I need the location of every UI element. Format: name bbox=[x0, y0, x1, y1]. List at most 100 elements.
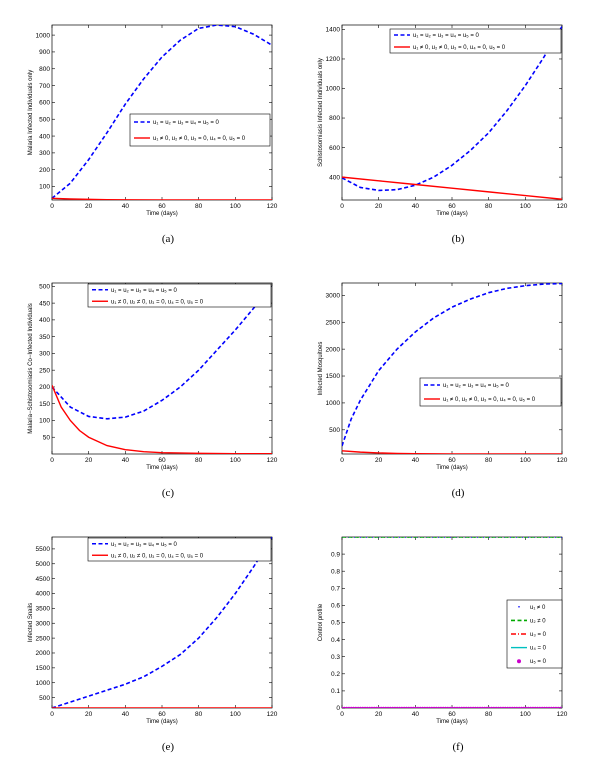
x-tick-label: 40 bbox=[412, 203, 420, 210]
legend-marker-1 bbox=[518, 606, 520, 608]
x-tick-label: 120 bbox=[557, 711, 568, 718]
x-tick-label: 80 bbox=[485, 203, 493, 210]
y-tick-label: 4000 bbox=[36, 591, 51, 598]
y-tick-label: 200 bbox=[39, 384, 50, 391]
legend-box bbox=[419, 377, 562, 407]
y-tick-label: 2000 bbox=[326, 346, 341, 353]
x-tick-label: 100 bbox=[520, 457, 531, 464]
x-tick-label: 60 bbox=[448, 457, 456, 464]
legend: u₁ ≠ 0 u₂ ≠ 0 u₃ = 0 u₄ = 0 u₅ = 0 bbox=[506, 599, 563, 669]
y-tick-label: 400 bbox=[39, 317, 50, 324]
y-tick-label: 400 bbox=[329, 174, 340, 181]
x-axis-label: Time (days) bbox=[436, 719, 467, 725]
x-tick-label: 20 bbox=[85, 457, 93, 464]
x-tick-label: 80 bbox=[195, 203, 203, 210]
x-tick-label: 120 bbox=[267, 711, 278, 718]
x-tick-label: 100 bbox=[230, 457, 241, 464]
legend-entry-4: u₄ = 0 bbox=[530, 646, 547, 652]
y-tick-label: 600 bbox=[329, 145, 340, 152]
y-tick-label: 800 bbox=[39, 66, 50, 73]
x-tick-label: 100 bbox=[230, 711, 241, 718]
series-line-1 bbox=[52, 284, 272, 420]
x-axis-label: Time (days) bbox=[436, 465, 467, 471]
x-tick-label: 20 bbox=[375, 203, 383, 210]
y-tick-label: 400 bbox=[39, 133, 50, 140]
legend: u₁ = u₂ = u₃ = u₄ = u₅ = 0 u₁ ≠ 0, u₂ ≠ 0… bbox=[87, 283, 272, 308]
legend-box bbox=[129, 113, 271, 147]
y-tick-label: 2000 bbox=[36, 650, 51, 657]
legend-box bbox=[389, 28, 562, 54]
legend-box bbox=[506, 599, 563, 669]
x-tick-label: 80 bbox=[195, 711, 203, 718]
y-tick-label: 0.5 bbox=[331, 620, 340, 627]
legend-marker-5 bbox=[517, 659, 521, 664]
x-tick-label: 100 bbox=[520, 203, 531, 210]
y-tick-label: 250 bbox=[39, 367, 50, 374]
y-tick-label: 1000 bbox=[36, 32, 51, 39]
legend-entry-2: u₂ ≠ 0 bbox=[530, 618, 546, 624]
panel-caption: (a) bbox=[162, 233, 175, 245]
x-tick-label: 20 bbox=[85, 711, 93, 718]
series-line-2 bbox=[52, 197, 272, 200]
y-tick-label: 150 bbox=[39, 401, 50, 408]
panel-caption: (b) bbox=[452, 233, 465, 245]
y-axis-label: Infected Mosquitoes bbox=[318, 342, 324, 396]
y-tick-label: 600 bbox=[39, 100, 50, 107]
panel-caption: (f) bbox=[453, 741, 464, 753]
legend-entry-1: u₁ = u₂ = u₃ = u₄ = u₅ = 0 bbox=[111, 288, 178, 294]
y-tick-label: 0.2 bbox=[331, 671, 340, 678]
y-tick-label: 500 bbox=[39, 116, 50, 123]
y-tick-label: 300 bbox=[39, 351, 50, 358]
legend-entry-2: u₁ ≠ 0, u₂ ≠ 0, u₃ = 0, u₄ = 0, u₅ = 0 bbox=[443, 397, 536, 403]
x-tick-label: 80 bbox=[485, 711, 493, 718]
x-tick-label: 60 bbox=[448, 711, 456, 718]
y-tick-label: 500 bbox=[39, 695, 50, 702]
panel-caption: (e) bbox=[162, 741, 175, 753]
y-tick-label: 3000 bbox=[326, 293, 341, 300]
y-axis-label: Control profile bbox=[318, 603, 324, 641]
x-tick-label: 0 bbox=[50, 711, 54, 718]
x-tick-label: 80 bbox=[485, 457, 493, 464]
y-tick-label: 300 bbox=[39, 150, 50, 157]
y-tick-label: 200 bbox=[39, 167, 50, 174]
x-tick-label: 40 bbox=[122, 203, 130, 210]
y-tick-label: 500 bbox=[39, 284, 50, 291]
x-tick-label: 0 bbox=[340, 457, 344, 464]
y-tick-label: 3000 bbox=[36, 620, 51, 627]
plot-frame bbox=[51, 536, 273, 709]
legend-entry-3: u₃ = 0 bbox=[530, 632, 547, 638]
legend-entry-1: u₁ = u₂ = u₃ = u₄ = u₅ = 0 bbox=[153, 120, 220, 126]
series-line-2 bbox=[342, 450, 562, 454]
series-line-2 bbox=[342, 176, 562, 200]
y-axis-label: Malaria Infected Individuals only bbox=[28, 70, 34, 155]
y-tick-label: 3500 bbox=[36, 606, 51, 613]
chart-panel-3: 0 20 40 60 80 100 120 50 100 150 200 250 300 350 400 45… bbox=[28, 282, 278, 499]
y-axis-label: Malaria−Schistosomiasis Co−Infected Indi… bbox=[28, 303, 34, 433]
panel-caption: (c) bbox=[162, 487, 175, 499]
x-tick-label: 100 bbox=[520, 711, 531, 718]
series-line-1 bbox=[342, 283, 562, 447]
y-tick-label: 0 bbox=[336, 705, 340, 712]
chart-panel-2: 0 20 40 60 80 100 120 400 600 800 1000 1200 1400 Time… bbox=[318, 24, 568, 245]
y-tick-label: 1500 bbox=[326, 373, 341, 380]
y-tick-label: 4500 bbox=[36, 576, 51, 583]
y-tick-label: 100 bbox=[39, 184, 50, 191]
panel-caption: (d) bbox=[452, 487, 465, 499]
x-tick-label: 60 bbox=[158, 711, 166, 718]
x-tick-label: 40 bbox=[412, 457, 420, 464]
y-tick-label: 0.6 bbox=[331, 603, 340, 610]
y-tick-label: 5500 bbox=[36, 546, 51, 553]
y-tick-label: 50 bbox=[43, 434, 51, 441]
chart-panel-6: 0 20 40 60 80 100 120 0 0.1 0.2 0.3 0.4 0.5 0.6 0.7 0.8… bbox=[318, 536, 568, 753]
x-tick-label: 100 bbox=[230, 203, 241, 210]
x-tick-label: 80 bbox=[195, 457, 203, 464]
legend: u₁ = u₂ = u₃ = u₄ = u₅ = 0 u₁ ≠ 0, u₂ ≠ 0… bbox=[419, 377, 562, 407]
chart-panel-1: 0 20 40 60 80 100 120 100 200 300 400 500 600 700 800 9… bbox=[28, 24, 278, 245]
legend-entry-1: u₁ = u₂ = u₃ = u₄ = u₅ = 0 bbox=[111, 542, 178, 548]
x-tick-label: 0 bbox=[50, 203, 54, 210]
legend-entry-1: u₁ ≠ 0 bbox=[530, 605, 546, 611]
legend-box bbox=[87, 283, 272, 308]
x-tick-label: 120 bbox=[557, 457, 568, 464]
x-tick-label: 40 bbox=[412, 711, 420, 718]
series-line-1 bbox=[342, 26, 562, 192]
